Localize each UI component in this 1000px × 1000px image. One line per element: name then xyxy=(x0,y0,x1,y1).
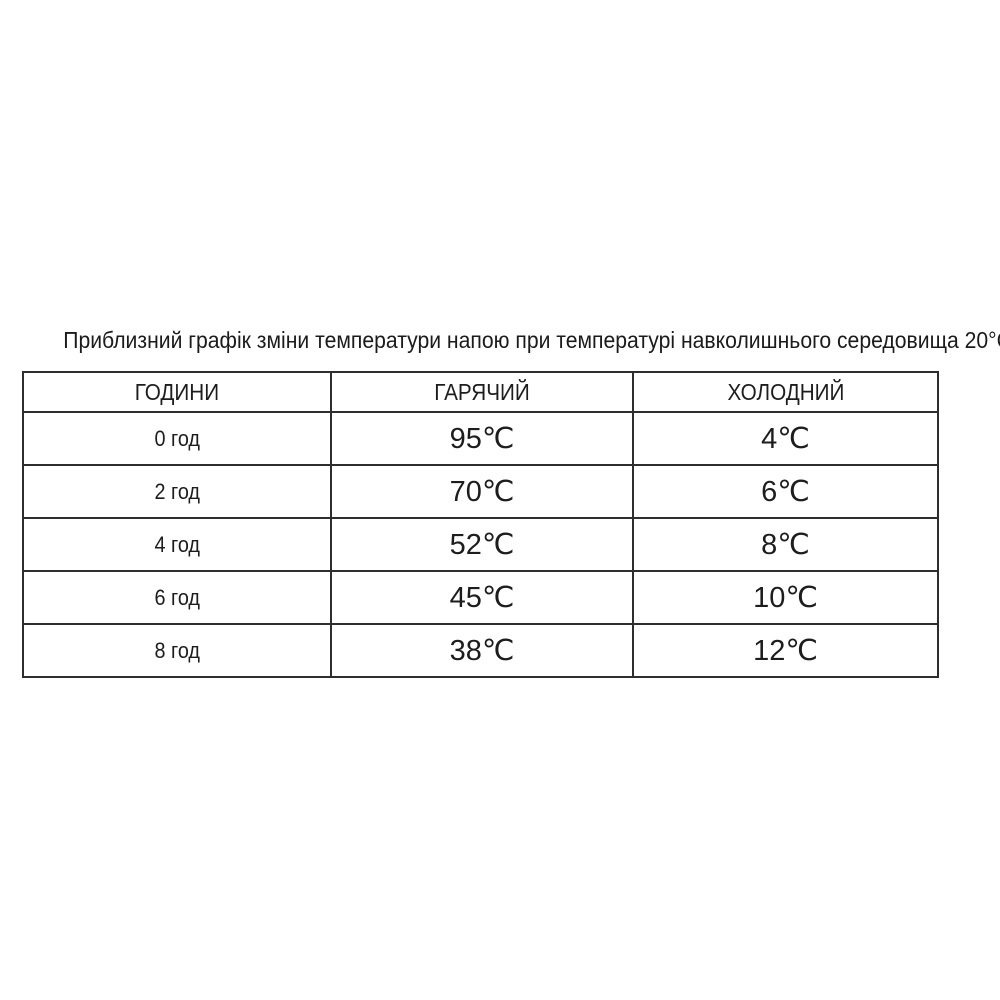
cell-hours-0-text: 0 год xyxy=(154,425,200,451)
table-row: 8 год 38℃ 12℃ xyxy=(22,623,939,678)
table-row: 0 год 95℃ 4℃ xyxy=(22,411,939,466)
table-row: 6 год 45℃ 10℃ xyxy=(22,570,939,625)
column-header-cold: ХОЛОДНИЙ xyxy=(632,371,939,413)
cell-hours-4-text: 8 год xyxy=(154,637,200,663)
temperature-table: ГОДИНИ ГАРЯЧИЙ ХОЛОДНИЙ 0 год 95℃ 4℃ 2 г… xyxy=(22,371,939,678)
table-header-row: ГОДИНИ ГАРЯЧИЙ ХОЛОДНИЙ xyxy=(22,371,939,413)
cell-cold-1: 6℃ xyxy=(632,464,939,519)
column-header-cold-label: ХОЛОДНИЙ xyxy=(727,378,844,405)
cell-hot-4: 38℃ xyxy=(330,623,634,678)
column-header-hours: ГОДИНИ xyxy=(22,371,332,413)
cell-hours-3: 6 год xyxy=(22,570,332,625)
table-caption-text: Приблизний графік зміни температури напо… xyxy=(63,327,1000,353)
column-header-hours-label: ГОДИНИ xyxy=(134,378,220,405)
cell-hours-1: 2 год xyxy=(22,464,332,519)
table-caption: Приблизний графік зміни температури напо… xyxy=(22,326,1000,354)
table-row: 4 год 52℃ 8℃ xyxy=(22,517,939,572)
cell-hours-3-text: 6 год xyxy=(154,584,200,610)
cell-hot-1: 70℃ xyxy=(330,464,634,519)
column-header-hot: ГАРЯЧИЙ xyxy=(330,371,634,413)
cell-cold-4: 12℃ xyxy=(632,623,939,678)
cell-hot-0: 95℃ xyxy=(330,411,634,466)
column-header-hot-label: ГАРЯЧИЙ xyxy=(434,378,530,405)
cell-cold-3: 10℃ xyxy=(632,570,939,625)
cell-hours-2: 4 год xyxy=(22,517,332,572)
cell-hours-2-text: 4 год xyxy=(154,531,200,557)
table-row: 2 год 70℃ 6℃ xyxy=(22,464,939,519)
cell-hours-1-text: 2 год xyxy=(154,478,200,504)
cell-hot-3: 45℃ xyxy=(330,570,634,625)
cell-cold-0: 4℃ xyxy=(632,411,939,466)
cell-hot-2: 52℃ xyxy=(330,517,634,572)
cell-hours-4: 8 год xyxy=(22,623,332,678)
cell-hours-0: 0 год xyxy=(22,411,332,466)
cell-cold-2: 8℃ xyxy=(632,517,939,572)
